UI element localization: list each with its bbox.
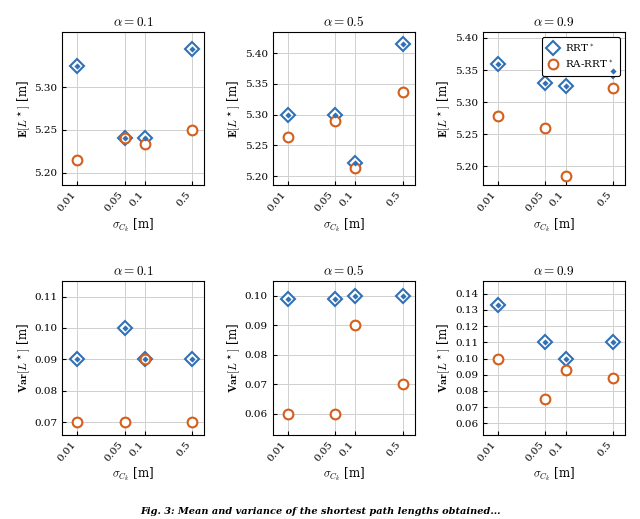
Y-axis label: $\mathbf{E}[L^\star]$ [m]: $\mathbf{E}[L^\star]$ [m] <box>15 79 31 138</box>
Y-axis label: $\mathbf{Var}[L^\star]$ [m]: $\mathbf{Var}[L^\star]$ [m] <box>436 323 452 393</box>
X-axis label: $\sigma_{C_k}$ [m]: $\sigma_{C_k}$ [m] <box>533 216 575 234</box>
RA-RRT$^*$ <box>494 113 502 119</box>
Title: $\alpha =0.5$: $\alpha =0.5$ <box>323 264 364 278</box>
RRT$^*$ <box>351 159 359 166</box>
RA-RRT$^*$ <box>609 85 617 91</box>
RRT$^*$ <box>494 61 502 67</box>
X-axis label: $\sigma_{C_k}$ [m]: $\sigma_{C_k}$ [m] <box>323 466 365 483</box>
RRT$^*$ <box>284 112 291 118</box>
RA-RRT$^*$ <box>331 118 339 124</box>
RRT$^*$ <box>189 46 196 52</box>
Title: $\alpha =0.9$: $\alpha =0.9$ <box>533 265 575 278</box>
Line: RRT$^*$: RRT$^*$ <box>283 39 408 168</box>
Line: RA-RRT$^*$: RA-RRT$^*$ <box>283 88 408 172</box>
RRT$^*$ <box>141 135 149 142</box>
Y-axis label: $\mathbf{E}[L^\star]$ [m]: $\mathbf{E}[L^\star]$ [m] <box>436 79 452 138</box>
RA-RRT$^*$ <box>189 127 196 133</box>
RA-RRT$^*$ <box>399 89 406 95</box>
RA-RRT$^*$ <box>541 125 549 131</box>
Y-axis label: $\mathbf{Var}[L^\star]$ [m]: $\mathbf{Var}[L^\star]$ [m] <box>15 323 31 393</box>
RRT$^*$ <box>74 63 81 69</box>
Title: $\alpha =0.1$: $\alpha =0.1$ <box>113 265 154 278</box>
X-axis label: $\sigma_{C_k}$ [m]: $\sigma_{C_k}$ [m] <box>113 216 154 234</box>
Line: RA-RRT$^*$: RA-RRT$^*$ <box>493 83 618 181</box>
RRT$^*$ <box>399 41 406 47</box>
RA-RRT$^*$ <box>121 135 129 142</box>
X-axis label: $\sigma_{C_k}$ [m]: $\sigma_{C_k}$ [m] <box>533 466 575 483</box>
Line: RA-RRT$^*$: RA-RRT$^*$ <box>72 125 197 165</box>
Legend: RRT$^*$, RA-RRT$^*$: RRT$^*$, RA-RRT$^*$ <box>542 37 620 76</box>
RRT$^*$ <box>609 68 617 74</box>
RRT$^*$ <box>562 83 570 89</box>
X-axis label: $\sigma_{C_k}$ [m]: $\sigma_{C_k}$ [m] <box>113 466 154 483</box>
Text: Fig. 3: Mean and variance of the shortest path lengths obtained...: Fig. 3: Mean and variance of the shortes… <box>140 508 500 516</box>
Title: $\alpha =0.5$: $\alpha =0.5$ <box>323 15 364 29</box>
Y-axis label: $\mathbf{E}[L^\star]$ [m]: $\mathbf{E}[L^\star]$ [m] <box>225 79 242 138</box>
Y-axis label: $\mathbf{Var}[L^\star]$ [m]: $\mathbf{Var}[L^\star]$ [m] <box>225 323 242 393</box>
Title: $\alpha =0.9$: $\alpha =0.9$ <box>533 16 575 29</box>
RRT$^*$ <box>541 80 549 86</box>
RRT$^*$ <box>331 112 339 118</box>
RA-RRT$^*$ <box>284 134 291 141</box>
RA-RRT$^*$ <box>141 141 149 147</box>
X-axis label: $\sigma_{C_k}$ [m]: $\sigma_{C_k}$ [m] <box>323 216 365 234</box>
RA-RRT$^*$ <box>562 173 570 179</box>
RA-RRT$^*$ <box>74 157 81 163</box>
Line: RRT$^*$: RRT$^*$ <box>493 59 618 91</box>
Line: RRT$^*$: RRT$^*$ <box>72 44 197 143</box>
RA-RRT$^*$ <box>351 165 359 171</box>
Title: $\alpha =0.1$: $\alpha =0.1$ <box>113 16 154 29</box>
RRT$^*$ <box>121 135 129 142</box>
